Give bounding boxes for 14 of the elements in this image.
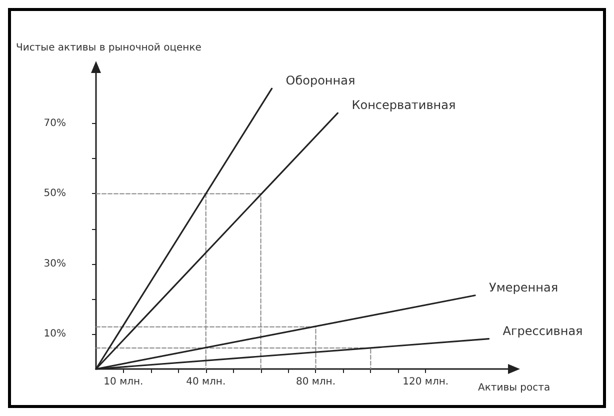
y-tick-label: 70%: [44, 118, 66, 130]
x-tick-label: 120 млн.: [402, 376, 449, 388]
y-tick-label: 10%: [44, 328, 66, 340]
series-label: Агрессивная: [502, 324, 583, 338]
y-axis-title: Чистые активы в рыночной оценке: [16, 42, 202, 54]
series-label: Оборонная: [286, 74, 356, 88]
series-label: Консервативная: [352, 98, 456, 112]
y-tick-label: 50%: [44, 188, 66, 200]
series-label: Умеренная: [489, 280, 558, 294]
x-tick-label: 40 млн.: [186, 376, 226, 388]
y-tick-label: 30%: [44, 258, 66, 270]
x-tick-label: 80 млн.: [296, 376, 336, 388]
x-axis-title: Активы роста: [478, 382, 550, 394]
x-tick-label: 10 млн.: [104, 376, 144, 388]
